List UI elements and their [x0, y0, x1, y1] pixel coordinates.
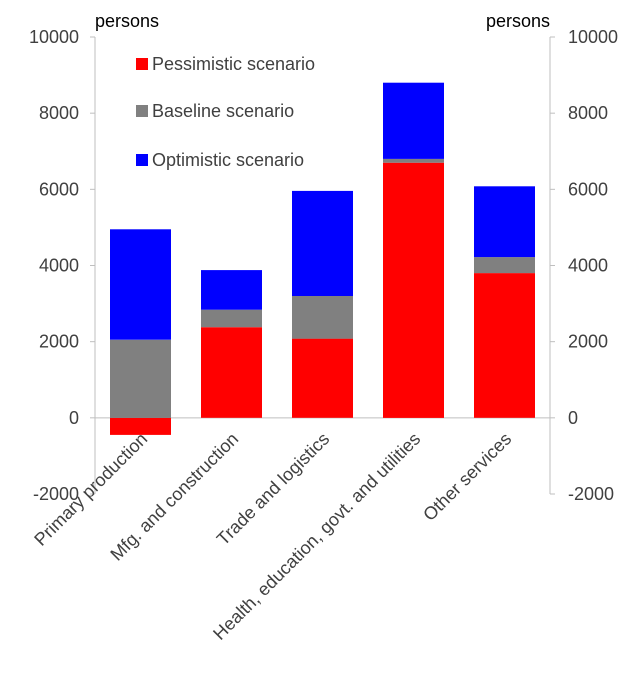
left-tick-label: 8000 — [39, 103, 79, 123]
category-label-5: Other services — [419, 429, 515, 525]
bar-segment-1-1 — [110, 417, 171, 435]
bar-segment-2-1 — [110, 339, 171, 418]
bar-segment-1-4 — [383, 162, 444, 418]
legend-label-1: Pessimistic scenario — [152, 54, 315, 74]
left-tick-label: 4000 — [39, 256, 79, 276]
right-tick-label: 10000 — [568, 27, 618, 47]
right-tick-label: 8000 — [568, 103, 608, 123]
category-label-4: Health, education, govt. and utilities — [209, 429, 424, 644]
bar-segment-3-2 — [201, 270, 262, 310]
right-tick-label: 2000 — [568, 332, 608, 352]
right-axis-unit: persons — [486, 11, 550, 31]
bar-segment-1-5 — [474, 273, 535, 418]
right-tick-label: -2000 — [568, 484, 614, 504]
bar-segment-3-1 — [110, 229, 171, 340]
legend-label-3: Optimistic scenario — [152, 150, 304, 170]
bar-segment-2-4 — [383, 158, 444, 163]
bar-segment-1-3 — [292, 338, 353, 418]
bar-segment-2-5 — [474, 257, 535, 274]
bars — [110, 82, 535, 435]
legend-swatch-1 — [136, 58, 148, 70]
left-tick-label: 0 — [69, 408, 79, 428]
right-tick-label: 6000 — [568, 179, 608, 199]
left-tick-label: 10000 — [29, 27, 79, 47]
legend-label-2: Baseline scenario — [152, 101, 294, 121]
bar-segment-3-3 — [292, 190, 353, 296]
bar-segment-2-2 — [201, 309, 262, 328]
left-axis-unit: persons — [95, 11, 159, 31]
legend-swatch-3 — [136, 154, 148, 166]
legend-swatch-2 — [136, 105, 148, 117]
left-axis-ticks: -2000 0 2000 4000 6000 8000 10000 — [29, 27, 79, 504]
bar-segment-3-5 — [474, 186, 535, 258]
right-axis-ticks: -2000 0 2000 4000 6000 8000 10000 — [568, 27, 618, 504]
right-tick-label: 4000 — [568, 256, 608, 276]
right-tick-label: 0 — [568, 408, 578, 428]
left-tick-label: 2000 — [39, 332, 79, 352]
bar-segment-3-4 — [383, 82, 444, 159]
bar-segment-2-3 — [292, 296, 353, 339]
left-tick-label: 6000 — [39, 179, 79, 199]
left-tick-label: -2000 — [33, 484, 79, 504]
legend: Pessimistic scenario Baseline scenario Opt… — [136, 54, 315, 170]
bar-segment-1-2 — [201, 327, 262, 418]
